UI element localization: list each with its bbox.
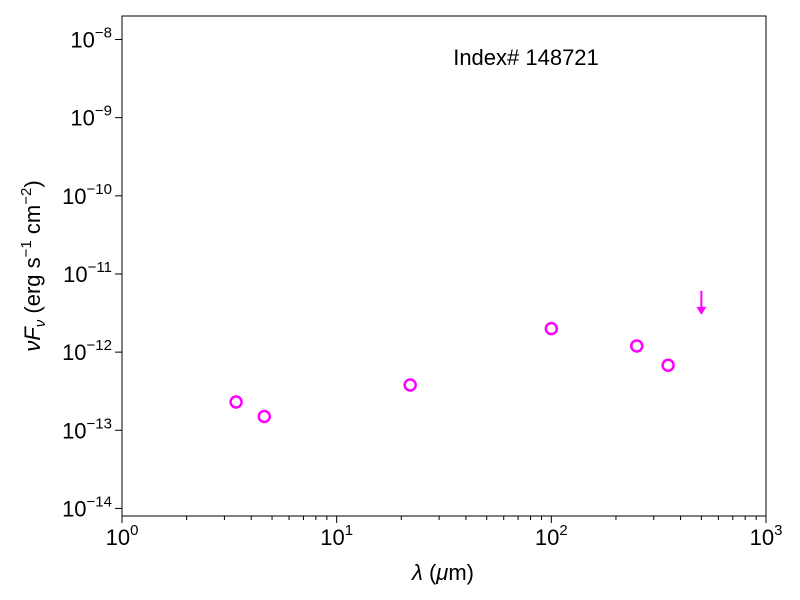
chart-annotation: Index# 148721: [453, 45, 599, 70]
plot-frame: [121, 15, 767, 517]
data-point: [257, 409, 272, 424]
y-tick-label: 10−10: [62, 181, 112, 209]
data-points: [229, 290, 707, 424]
y-tick-label: 10−13: [62, 415, 112, 443]
y-axis-label: νFν (erg s−1 cm−2): [18, 180, 49, 351]
y-axis-ticks: 10−14 10−13 10−12 10−11 10−10 10−9 10−8: [62, 25, 122, 521]
data-point: [403, 378, 417, 392]
data-point: [544, 321, 559, 336]
y-tick-label: 10−12: [62, 337, 112, 365]
data-point: [630, 339, 644, 353]
x-tick-label: 103: [750, 522, 783, 550]
data-point: [229, 395, 243, 409]
upper-limit-arrow: [696, 290, 707, 315]
y-tick-label: 10−9: [70, 103, 112, 131]
arrow-head: [696, 306, 707, 315]
x-axis-label: λ (μm): [411, 560, 474, 585]
x-axis-ticks: 100 101 102 103: [106, 516, 783, 550]
data-point: [661, 358, 675, 372]
x-tick-label: 101: [320, 522, 353, 550]
x-tick-label: 102: [535, 522, 568, 550]
x-tick-label: 100: [106, 522, 139, 550]
y-tick-label: 10−11: [63, 259, 112, 287]
y-tick-label: 10−8: [70, 25, 112, 53]
y-tick-label: 10−14: [62, 493, 112, 521]
